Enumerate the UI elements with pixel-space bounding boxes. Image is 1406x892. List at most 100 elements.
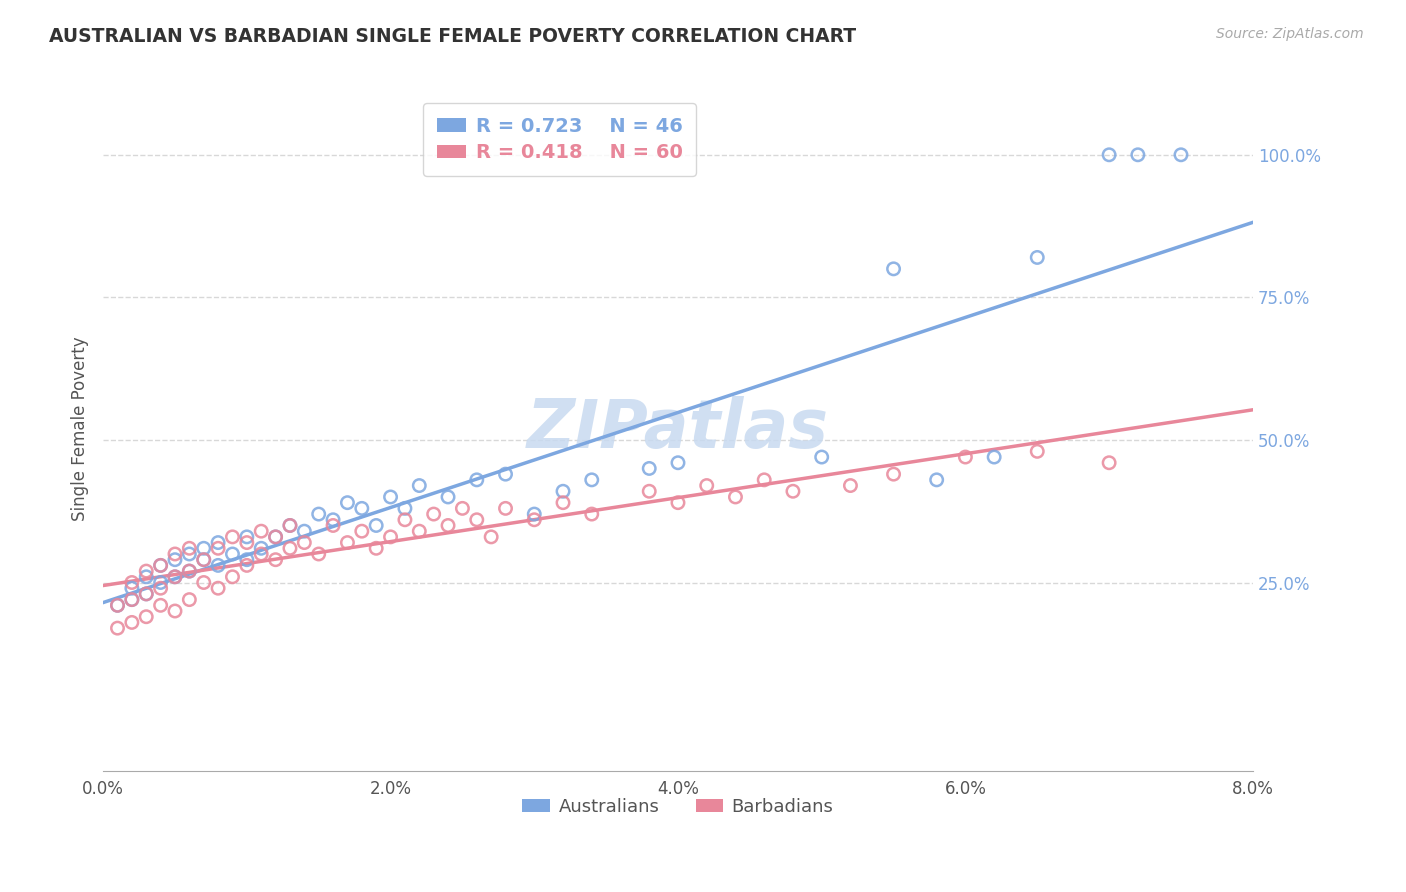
Point	[236, 535, 259, 549]
Point	[1170, 148, 1192, 162]
Point	[121, 592, 143, 607]
Y-axis label: Single Female Poverty: Single Female Poverty	[72, 336, 89, 521]
Point	[264, 530, 287, 544]
Point	[278, 541, 301, 556]
Point	[250, 541, 273, 556]
Point	[422, 507, 444, 521]
Point	[107, 599, 129, 613]
Point	[135, 609, 157, 624]
Point	[121, 592, 143, 607]
Point	[581, 473, 603, 487]
Point	[523, 507, 546, 521]
Point	[278, 518, 301, 533]
Point	[179, 564, 201, 578]
Point	[121, 615, 143, 630]
Point	[179, 592, 201, 607]
Point	[149, 581, 172, 595]
Point	[221, 530, 243, 544]
Point	[638, 461, 661, 475]
Point	[163, 547, 186, 561]
Point	[250, 524, 273, 538]
Point	[883, 261, 905, 276]
Point	[839, 478, 862, 492]
Point	[179, 547, 201, 561]
Point	[207, 541, 229, 556]
Point	[408, 524, 430, 538]
Point	[308, 507, 330, 521]
Point	[1098, 456, 1121, 470]
Point	[149, 575, 172, 590]
Point	[193, 552, 215, 566]
Point	[135, 570, 157, 584]
Point	[437, 518, 460, 533]
Point	[666, 496, 689, 510]
Point	[666, 456, 689, 470]
Point	[236, 530, 259, 544]
Point	[1026, 444, 1049, 458]
Point	[955, 450, 977, 464]
Point	[1126, 148, 1149, 162]
Point	[883, 467, 905, 482]
Point	[451, 501, 474, 516]
Point	[350, 524, 373, 538]
Point	[754, 473, 776, 487]
Point	[221, 570, 243, 584]
Point	[107, 621, 129, 635]
Point	[163, 604, 186, 618]
Point	[292, 524, 315, 538]
Point	[250, 547, 273, 561]
Point	[380, 490, 402, 504]
Point	[163, 552, 186, 566]
Point	[193, 575, 215, 590]
Point	[135, 587, 157, 601]
Point	[207, 535, 229, 549]
Point	[121, 575, 143, 590]
Point	[149, 558, 172, 573]
Point	[179, 541, 201, 556]
Point	[810, 450, 832, 464]
Point	[149, 558, 172, 573]
Point	[163, 570, 186, 584]
Point	[221, 547, 243, 561]
Legend: Australians, Barbadians: Australians, Barbadians	[515, 791, 841, 823]
Point	[193, 552, 215, 566]
Point	[278, 518, 301, 533]
Point	[121, 581, 143, 595]
Point	[523, 513, 546, 527]
Point	[394, 513, 416, 527]
Point	[983, 450, 1005, 464]
Point	[925, 473, 948, 487]
Point	[336, 535, 359, 549]
Point	[465, 473, 488, 487]
Point	[308, 547, 330, 561]
Point	[322, 513, 344, 527]
Point	[380, 530, 402, 544]
Point	[551, 496, 574, 510]
Point	[179, 564, 201, 578]
Point	[149, 599, 172, 613]
Point	[551, 484, 574, 499]
Point	[394, 501, 416, 516]
Point	[236, 558, 259, 573]
Point	[193, 541, 215, 556]
Point	[437, 490, 460, 504]
Point	[350, 501, 373, 516]
Point	[207, 581, 229, 595]
Point	[782, 484, 804, 499]
Point	[322, 518, 344, 533]
Point	[495, 467, 517, 482]
Point	[366, 541, 388, 556]
Point	[1026, 251, 1049, 265]
Text: ZIPatlas: ZIPatlas	[527, 395, 830, 461]
Point	[366, 518, 388, 533]
Point	[135, 587, 157, 601]
Point	[696, 478, 718, 492]
Point	[724, 490, 747, 504]
Point	[1098, 148, 1121, 162]
Text: AUSTRALIAN VS BARBADIAN SINGLE FEMALE POVERTY CORRELATION CHART: AUSTRALIAN VS BARBADIAN SINGLE FEMALE PO…	[49, 27, 856, 45]
Point	[479, 530, 502, 544]
Point	[465, 513, 488, 527]
Point	[408, 478, 430, 492]
Point	[495, 501, 517, 516]
Point	[163, 570, 186, 584]
